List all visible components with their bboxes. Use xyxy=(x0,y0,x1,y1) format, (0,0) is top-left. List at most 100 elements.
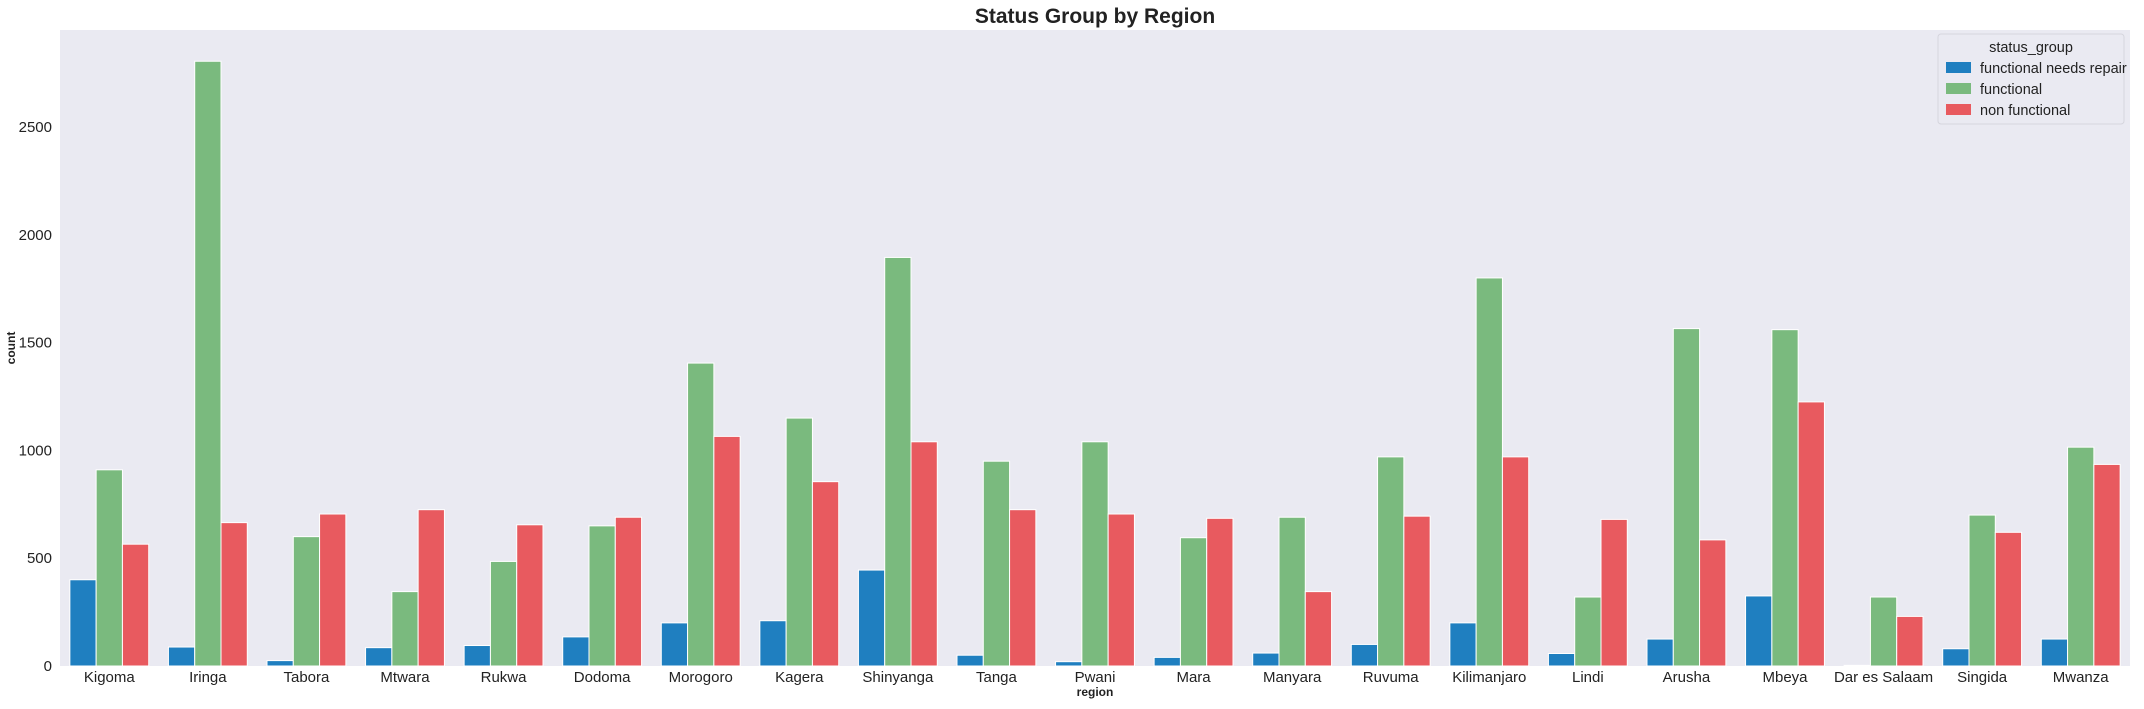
bar xyxy=(759,620,787,667)
bars-layer xyxy=(69,60,2121,667)
bar xyxy=(2040,638,2069,667)
bar xyxy=(1009,509,1037,667)
x-tick-label: Arusha xyxy=(1663,669,1711,686)
bar xyxy=(391,591,419,667)
bar xyxy=(1350,643,1379,667)
legend-label: non functional xyxy=(1980,103,2070,119)
x-tick-label: Mbeya xyxy=(1762,669,1808,686)
bar xyxy=(1994,531,2023,667)
y-tick-label: 1000 xyxy=(19,442,52,459)
legend-label: functional xyxy=(1980,82,2042,98)
legend-swatch xyxy=(1946,104,1971,115)
x-tick-label: Tabora xyxy=(283,669,330,686)
bar xyxy=(687,362,715,667)
x-tick-label: Kagera xyxy=(775,669,824,686)
bar xyxy=(1055,661,1083,667)
bar xyxy=(1449,622,1477,667)
bar xyxy=(489,560,518,667)
bar xyxy=(1501,456,1530,667)
bar xyxy=(660,622,689,667)
bar xyxy=(1896,615,1924,667)
bar xyxy=(884,256,912,667)
bar xyxy=(220,522,248,667)
x-tick-label: Tanga xyxy=(976,669,1018,686)
bar xyxy=(614,516,643,667)
bar xyxy=(1304,591,1333,667)
legend: status_group functional needs repairfunc… xyxy=(1937,33,2127,125)
bar xyxy=(463,645,491,667)
bar xyxy=(1646,638,1674,667)
x-tick-label: Dar es Salaam xyxy=(1834,669,1933,686)
bar xyxy=(417,509,445,667)
x-tick-label: Dodoma xyxy=(574,669,631,686)
x-tick-label: Mwanza xyxy=(2053,669,2110,686)
x-tick-label: Rukwa xyxy=(481,669,528,686)
x-tick-label: Manyara xyxy=(1263,669,1322,686)
bar xyxy=(516,524,544,667)
y-ticks: 0 500 1000 1500 2000 2500 xyxy=(19,119,52,675)
bar xyxy=(365,647,393,667)
bar xyxy=(1797,401,1825,667)
bar xyxy=(785,417,813,667)
x-tick-label: Kigoma xyxy=(84,669,136,686)
bar xyxy=(811,481,840,667)
bar xyxy=(1206,517,1234,667)
bar xyxy=(1869,596,1898,667)
bar xyxy=(910,441,938,667)
bar xyxy=(982,460,1011,667)
bar xyxy=(292,536,321,667)
bar xyxy=(1475,277,1503,667)
bar xyxy=(1377,456,1405,667)
legend-items: functional needs repair functional non fun… xyxy=(1946,61,2127,119)
bar xyxy=(1574,596,1602,667)
legend-swatch xyxy=(1946,62,1971,73)
x-tick-label: Iringa xyxy=(189,669,227,686)
bar xyxy=(1252,652,1280,667)
bar xyxy=(857,569,886,667)
y-tick-label: 0 xyxy=(44,658,52,675)
bar xyxy=(69,579,97,667)
x-tick-label: Mtwara xyxy=(380,669,430,686)
bar xyxy=(1403,515,1431,667)
y-tick-label: 500 xyxy=(27,550,52,567)
bar xyxy=(2093,463,2121,667)
bar xyxy=(1771,329,1799,667)
bar xyxy=(167,646,196,667)
legend-swatch xyxy=(1946,83,1971,94)
bar xyxy=(194,60,222,667)
chart-title: Status Group by Region xyxy=(975,5,1215,28)
bar xyxy=(121,543,150,667)
bar xyxy=(713,435,741,667)
bar xyxy=(1942,648,1970,667)
x-tick-label: Shinyanga xyxy=(862,669,934,686)
bar xyxy=(562,636,590,667)
y-tick-label: 1500 xyxy=(19,335,52,352)
x-tick-label: Lindi xyxy=(1572,669,1604,686)
x-tick-label: Morogoro xyxy=(669,669,733,686)
bar xyxy=(1179,537,1208,667)
x-tick-label: Pwani xyxy=(1075,669,1116,686)
bar xyxy=(1278,516,1306,667)
legend-label: functional needs repair xyxy=(1980,61,2127,77)
bar xyxy=(1843,664,1871,667)
bar xyxy=(95,469,123,667)
bar xyxy=(1968,514,1996,667)
bar xyxy=(1547,653,1576,667)
bar xyxy=(266,660,294,667)
bar xyxy=(319,513,347,667)
x-tick-label: Singida xyxy=(1957,669,2008,686)
bar xyxy=(1600,518,1628,667)
x-tick-label: Kilimanjaro xyxy=(1452,669,1526,686)
x-tick-label: Mara xyxy=(1176,669,1211,686)
y-axis-label: count xyxy=(4,332,18,365)
bar xyxy=(1745,595,1773,667)
legend-box xyxy=(1937,33,2125,125)
bar xyxy=(1107,513,1135,667)
bar xyxy=(1699,539,1727,667)
x-axis-label: region xyxy=(1077,685,1114,699)
bar xyxy=(588,525,616,667)
bar xyxy=(1153,656,1181,667)
bar xyxy=(1081,441,1109,667)
